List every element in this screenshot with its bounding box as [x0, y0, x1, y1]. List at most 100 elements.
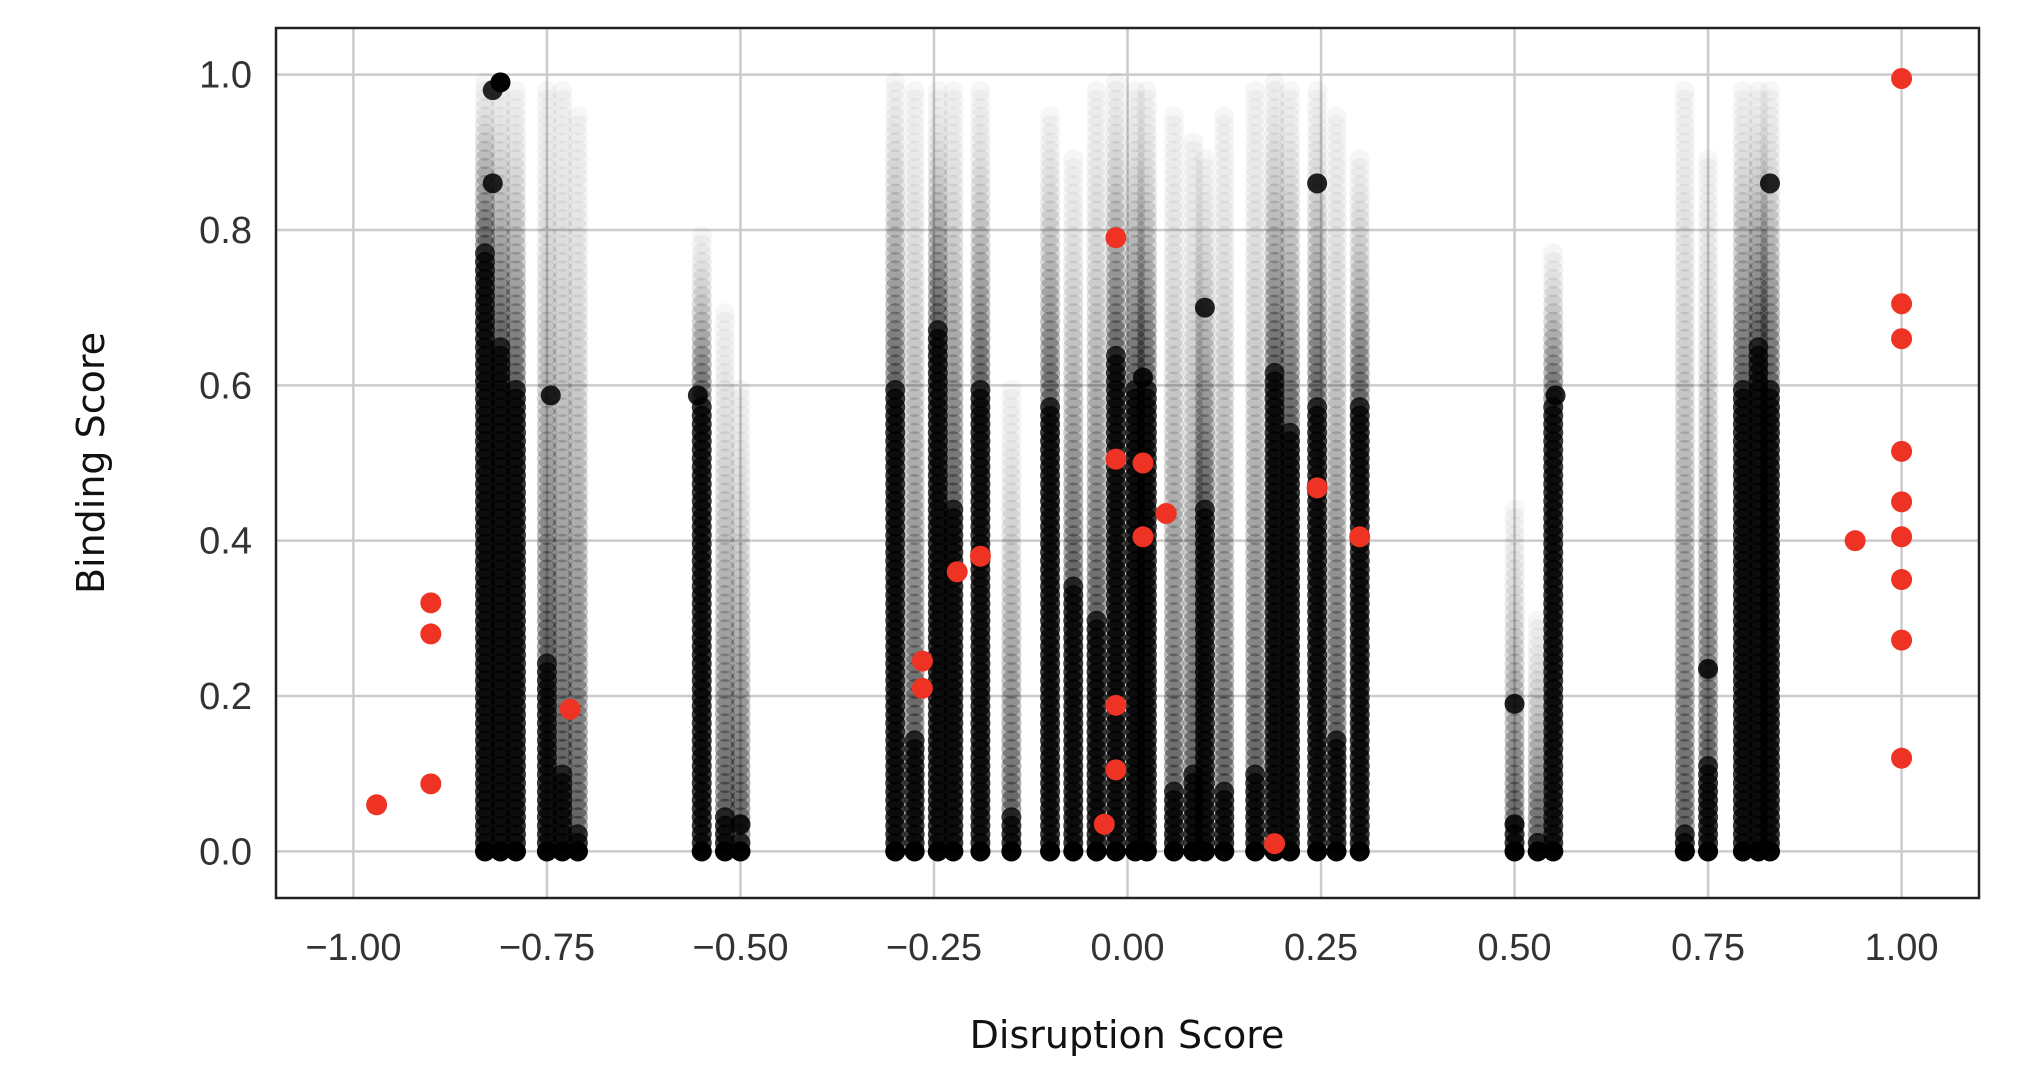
background-point — [552, 371, 573, 392]
background-point — [1086, 200, 1107, 221]
background-point — [552, 516, 573, 537]
background-point — [1086, 260, 1107, 281]
background-point — [943, 405, 964, 426]
background-point — [490, 234, 511, 255]
background-point — [552, 226, 573, 247]
background-column — [943, 115, 964, 862]
background-point — [567, 209, 588, 230]
background-point — [490, 226, 511, 247]
background-point — [714, 755, 735, 776]
background-point — [885, 106, 906, 127]
background-point — [730, 380, 750, 400]
background-point — [1105, 311, 1126, 332]
background-point — [927, 268, 948, 289]
background-point — [552, 251, 573, 272]
background-point — [730, 764, 751, 785]
background-point — [567, 379, 588, 400]
background-column — [1086, 123, 1107, 862]
background-point — [1001, 559, 1022, 580]
background-point — [567, 200, 588, 221]
background-point — [536, 149, 557, 170]
background-point — [1163, 841, 1184, 862]
background-point — [505, 841, 526, 862]
background-point — [490, 209, 511, 230]
background-point — [714, 798, 735, 819]
background-point — [1105, 183, 1126, 204]
background-point — [567, 456, 588, 477]
highlight-point — [1349, 526, 1371, 548]
x-tick-label: 0.00 — [1091, 927, 1165, 969]
background-point — [691, 362, 712, 383]
background-point — [536, 268, 557, 289]
background-point — [567, 482, 588, 503]
background-point — [552, 183, 573, 204]
background-point — [1040, 294, 1061, 315]
background-hotspot — [1132, 367, 1153, 388]
background-point — [567, 234, 588, 255]
background-point — [1086, 149, 1107, 170]
background-point — [536, 516, 557, 537]
background-point — [730, 550, 751, 571]
background-point — [970, 132, 991, 153]
background-point — [536, 439, 557, 460]
background-point — [691, 234, 712, 255]
background-point — [475, 234, 496, 255]
background-point — [567, 516, 588, 537]
background-point — [1125, 140, 1146, 161]
background-point — [970, 209, 991, 230]
background-point — [1063, 414, 1084, 435]
background-point — [1086, 525, 1107, 546]
background-column — [904, 123, 925, 862]
background-point — [567, 260, 588, 281]
background-point — [536, 841, 557, 862]
background-point — [505, 106, 526, 127]
background-point — [904, 448, 925, 469]
background-point — [1063, 251, 1084, 272]
background-point — [904, 345, 925, 366]
background-point — [552, 337, 573, 358]
background-point — [1001, 482, 1022, 503]
background-point — [943, 285, 964, 306]
background-hotspot — [1698, 658, 1719, 679]
background-point — [927, 192, 948, 212]
highlight-point — [1093, 813, 1115, 835]
background-point — [904, 388, 925, 409]
background-point — [1001, 525, 1022, 546]
background-point — [714, 790, 735, 811]
background-point — [714, 576, 735, 597]
background-point — [567, 217, 588, 238]
background-point — [1063, 362, 1084, 383]
background-point — [536, 619, 557, 640]
x-tick-label: 0.75 — [1671, 927, 1745, 969]
background-point — [904, 465, 925, 486]
background-point — [885, 89, 906, 110]
background-point — [943, 456, 964, 477]
background-point — [714, 525, 735, 546]
background-point — [552, 627, 573, 648]
background-point — [490, 123, 511, 144]
background-point — [730, 602, 751, 623]
background-column — [1245, 132, 1266, 862]
background-point — [904, 422, 925, 443]
background-point — [1086, 268, 1107, 289]
background-point — [552, 670, 573, 691]
background-point — [730, 653, 751, 674]
background-point — [536, 337, 557, 358]
background-point — [1086, 277, 1107, 298]
background-column — [1194, 166, 1215, 862]
background-point — [552, 405, 573, 426]
background-point — [1040, 311, 1061, 332]
background-point — [1001, 619, 1022, 640]
highlight-point — [1891, 569, 1913, 591]
highlight-point — [420, 773, 442, 795]
background-hotspot — [1307, 173, 1328, 194]
background-point — [552, 593, 573, 614]
background-point — [475, 98, 496, 119]
background-point — [904, 166, 925, 187]
background-point — [567, 559, 588, 580]
background-point — [536, 209, 557, 230]
background-point — [927, 106, 948, 127]
background-point — [1086, 337, 1107, 358]
background-point — [943, 371, 964, 392]
